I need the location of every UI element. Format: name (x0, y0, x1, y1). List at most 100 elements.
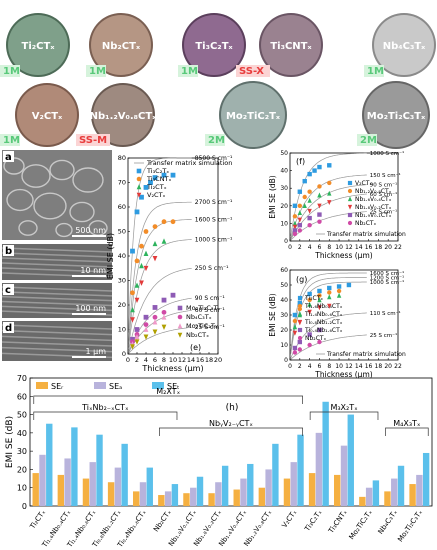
bar-se-t (372, 480, 380, 506)
legend-label: Ti₀.₈Nb₁.₂CTₓ (304, 319, 343, 326)
panel-letter: (g) (296, 275, 307, 284)
y-tick-label: 20 (17, 465, 27, 474)
x-tick-label: 8 (327, 363, 331, 370)
photo-label: Ti₃CNTₓ (270, 41, 312, 52)
legend-label: Nb₂CTₓ (186, 331, 209, 339)
simulation-curve (128, 326, 192, 354)
data-point (307, 309, 312, 315)
data-point (317, 288, 322, 294)
data-point (161, 172, 167, 178)
photo-tag-bg (76, 134, 110, 146)
plot-frame (289, 152, 399, 242)
bar-se-r (283, 478, 291, 506)
curve-label: 90 S cm⁻¹ (195, 295, 226, 302)
x-tick-label: 10 (169, 356, 177, 364)
curve-label: 90 S cm⁻¹ (370, 182, 397, 189)
legend-label: SEₐ (109, 382, 122, 391)
data-point (317, 219, 322, 224)
x-tick-label: 18 (375, 363, 383, 370)
data-point (317, 339, 322, 345)
legend-label: SEᵣ (51, 382, 64, 391)
group-bracket (33, 395, 303, 404)
data-point (130, 290, 135, 296)
sem-layer (1, 262, 113, 268)
x-tick-label: 2 (298, 363, 302, 370)
sem-letter: b (5, 246, 12, 257)
data-point (130, 307, 135, 313)
curve-label: 110 S cm⁻¹ (370, 310, 401, 317)
data-point (302, 178, 307, 184)
chart-g: 0 2 4 6 8 10 12 14 16 18 20 220102030405060Thicknes… (268, 267, 406, 379)
x-tick-label: 2 (135, 356, 139, 364)
data-point (134, 258, 140, 264)
data-point (346, 282, 352, 288)
sem-layer (1, 291, 113, 297)
data-point (297, 189, 303, 194)
bar-se-t (221, 465, 229, 506)
x-tick-label: 12 (178, 356, 186, 364)
data-point (307, 189, 312, 194)
x-tick-label: 18 (205, 356, 213, 364)
bar-se-a (114, 467, 122, 506)
sem-letter-bg (3, 322, 14, 333)
sem-layer (1, 346, 113, 353)
data-point (297, 203, 303, 208)
sem-layer (1, 305, 113, 312)
sem-flake (72, 167, 104, 193)
photo-film (261, 15, 321, 75)
x-tick-label: 12 (345, 363, 353, 370)
data-point (347, 212, 353, 218)
legend-label: Ti₃CNTₓ (146, 175, 172, 183)
data-point (327, 294, 332, 300)
photo-film (374, 15, 434, 75)
data-point (177, 305, 183, 311)
bar-se-r (158, 495, 165, 506)
simulation-curve (290, 312, 367, 359)
panel-letter: (h) (226, 403, 239, 413)
legend-label: Mo₂TiC₂Tₓ (186, 322, 218, 330)
bar-se-a (240, 478, 247, 506)
data-point (297, 319, 303, 325)
bar-se-r (208, 493, 215, 506)
legend-label: Nb₂CTₓ (305, 335, 327, 342)
bar-se-t (121, 443, 128, 506)
simulation-curve (128, 267, 192, 351)
legend-label: Transfer matrix simulation (146, 159, 232, 167)
simulation-curve (128, 219, 192, 346)
data-point (327, 180, 332, 186)
sem-flake (21, 164, 51, 188)
data-point (336, 292, 342, 298)
photo-tag: 1M (367, 66, 384, 77)
sem-flake (33, 192, 67, 220)
sem-layer (1, 341, 113, 347)
y-tick-label: 30 (17, 447, 27, 456)
legend-label: Nb₁.₉V₀.₁CTₓ (355, 212, 392, 219)
data-point (317, 293, 322, 298)
bar-se-r (308, 473, 316, 506)
data-point (297, 300, 303, 306)
photo-tag: 2M (360, 135, 377, 146)
legend-label: Nb₁.₆V₀.₄CTₓ (355, 196, 392, 203)
x-tick-label: 14 (355, 363, 363, 370)
group-label: TiₓNb₂₋ₓCTₓ (81, 403, 129, 412)
data-point (307, 171, 312, 177)
data-point (307, 197, 312, 203)
curve-label: 25 S cm⁻¹ (195, 324, 226, 331)
data-point (161, 309, 167, 315)
photo-film (93, 85, 153, 145)
y-tick-label: 40 (17, 429, 27, 438)
sem-layer (1, 252, 113, 258)
bar-se-t (397, 465, 405, 506)
x-axis-label: Thickness (μm) (141, 364, 203, 373)
sem-letter: a (5, 152, 12, 163)
legend-label: Ti₁.₆Nb₀.₄CTₓ (304, 303, 343, 310)
y-tick-label: 0 (22, 502, 27, 511)
y-axis-label: EMI SE (dB) (268, 175, 277, 219)
y-tick-label: 10 (280, 342, 288, 349)
data-point (143, 314, 149, 320)
legend-label: Ti₁.₄Nb₀.₆CTₓ (304, 311, 343, 318)
data-point (347, 188, 353, 194)
scale-bar-label: 10 nm (80, 266, 106, 275)
y-tick-label: 20 (118, 301, 126, 309)
photo-film (91, 15, 151, 75)
